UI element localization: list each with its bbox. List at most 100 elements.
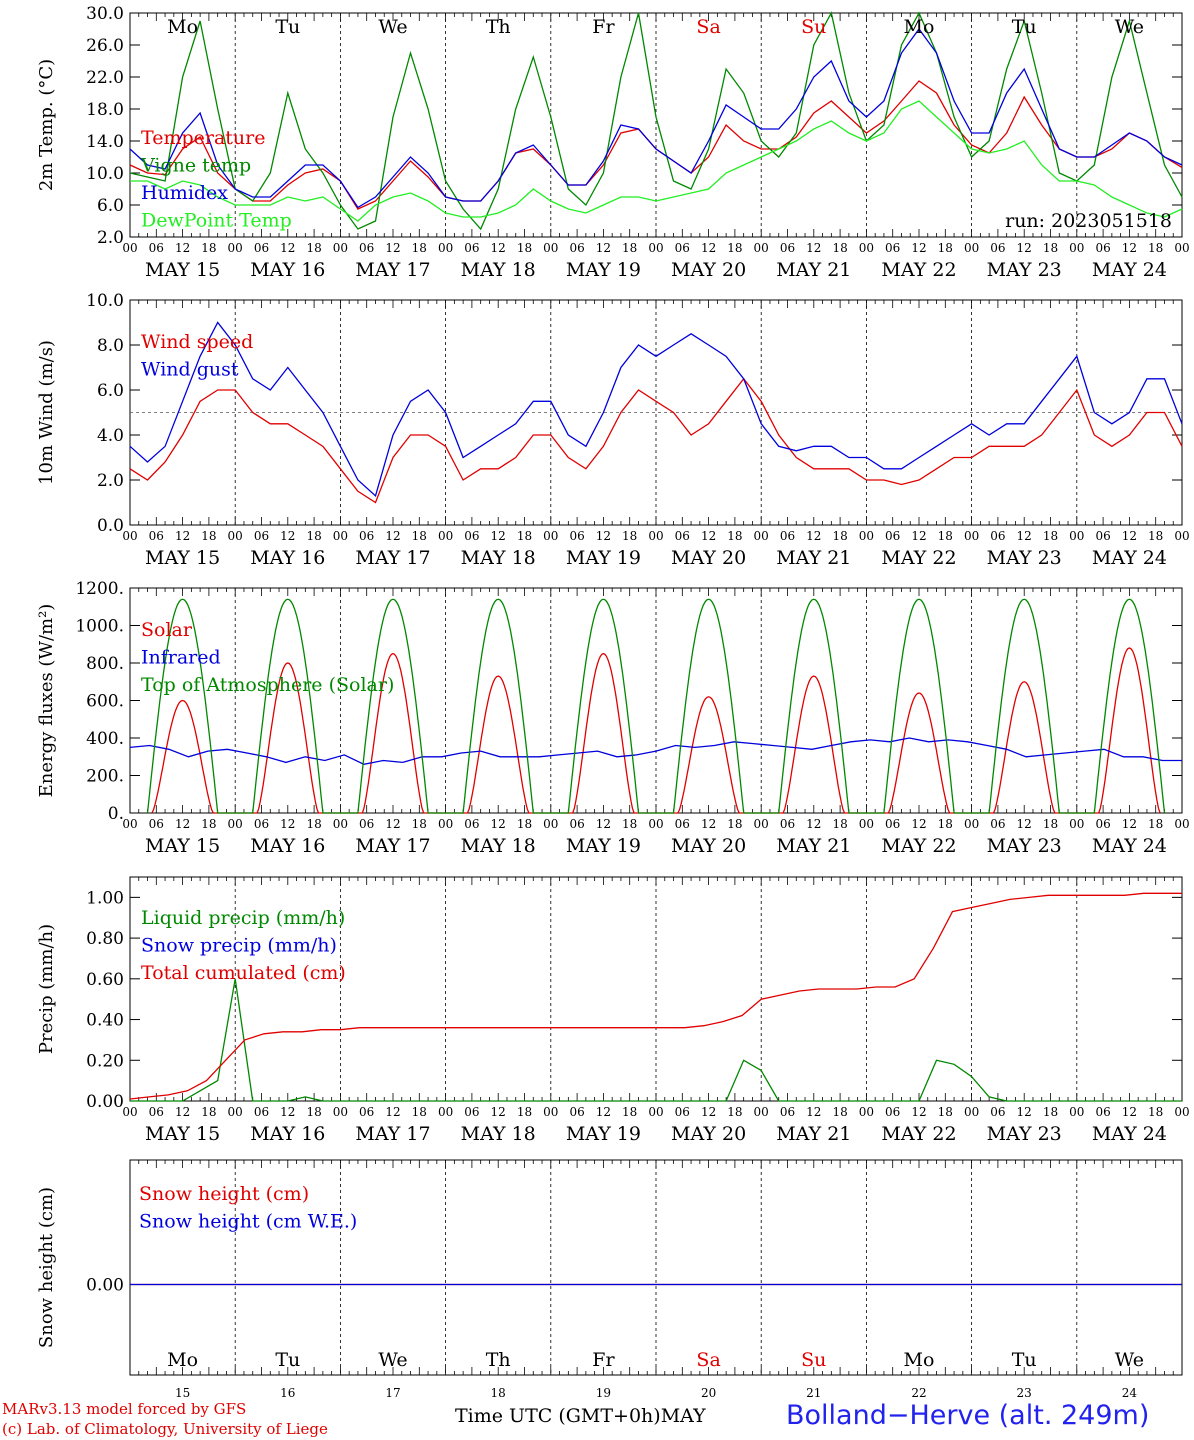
energy-hour-tick-label: 06 <box>464 817 479 831</box>
temperature-series-dewpoint-temp <box>130 100 1183 222</box>
day-number-label: 19 <box>596 1386 611 1400</box>
temperature-legend-entry: DewPoint Temp <box>141 210 292 232</box>
snow-y-axis-label: Snow height (cm) <box>36 1187 57 1348</box>
wind-hour-tick-label: 06 <box>780 529 795 543</box>
wind-hour-tick-label: 06 <box>569 529 584 543</box>
precip-hour-tick-label: 12 <box>806 1105 821 1119</box>
energy-hour-tick-label: 00 <box>122 817 137 831</box>
wind-date-label: MAY 23 <box>987 547 1062 569</box>
energy-date-label: MAY 22 <box>881 835 956 857</box>
wind-hour-tick-label: 00 <box>438 529 453 543</box>
x-axis-title: Time UTC (GMT+0h)MAY <box>455 1405 706 1427</box>
wind-hour-tick-label: 18 <box>1148 529 1163 543</box>
wind-date-label: MAY 22 <box>881 547 956 569</box>
precip-hour-tick-label: 06 <box>149 1105 164 1119</box>
temperature-y-tick-label: 6.0 <box>97 196 124 216</box>
temperature-hour-tick-label: 18 <box>938 241 953 255</box>
wind-hour-tick-label: 00 <box>1069 529 1084 543</box>
wind-hour-tick-label: 12 <box>1122 529 1137 543</box>
wind-y-tick-label: 2.0 <box>97 471 124 491</box>
temperature-hour-tick-label: 12 <box>701 241 716 255</box>
wind-date-label: MAY 16 <box>250 547 325 569</box>
precip-hour-tick-label: 06 <box>675 1105 690 1119</box>
temperature-hour-tick-label: 18 <box>517 241 532 255</box>
precip-date-label: MAY 19 <box>566 1123 641 1145</box>
precip-y-tick-label: 0.40 <box>86 1011 124 1031</box>
temperature-hour-tick-label: 18 <box>727 241 742 255</box>
wind-hour-tick-label: 18 <box>517 529 532 543</box>
snow-legend-entry: Snow height (cm W.E.) <box>139 1211 357 1233</box>
energy-date-label: MAY 15 <box>145 835 220 857</box>
wind-date-label: MAY 24 <box>1092 547 1167 569</box>
day-number-label: 23 <box>1017 1386 1032 1400</box>
day-number-label: 15 <box>175 1386 190 1400</box>
energy-hour-tick-label: 18 <box>201 817 216 831</box>
precip-series-total-cumulated-cm- <box>129 892 1182 1100</box>
wind-hour-tick-label: 06 <box>675 529 690 543</box>
energy-hour-tick-label: 12 <box>280 817 295 831</box>
temperature-date-label: MAY 24 <box>1092 259 1167 281</box>
wind-hour-tick-label: 00 <box>964 529 979 543</box>
energy-hour-tick-label: 00 <box>333 817 348 831</box>
precip-hour-tick-label: 18 <box>412 1105 427 1119</box>
energy-date-label: MAY 21 <box>776 835 851 857</box>
wind-y-tick-label: 0.0 <box>97 516 124 536</box>
footer-credits: MARv3.13 model forced by GFS (c) Lab. of… <box>2 1399 328 1439</box>
energy-hour-tick-label: 00 <box>648 817 663 831</box>
wind-hour-tick-label: 12 <box>491 529 506 543</box>
precip-date-label: MAY 20 <box>671 1123 746 1145</box>
energy-y-tick-label: 1200. <box>75 579 124 599</box>
energy-hour-tick-label: 06 <box>990 817 1005 831</box>
energy-y-tick-label: 400. <box>86 729 124 749</box>
energy-hour-tick-label: 18 <box>938 817 953 831</box>
wind-hour-tick-label: 06 <box>149 529 164 543</box>
temperature-hour-tick-label: 00 <box>438 241 453 255</box>
snow-y-tick-label: 0.00 <box>86 1276 124 1296</box>
precip-series-liquid-precip-mm-h- <box>130 978 1182 1102</box>
temperature-y-axis-label: 2m Temp. (°C) <box>36 59 57 191</box>
energy-hour-tick-label: 06 <box>569 817 584 831</box>
footer-model: MARv3.13 model forced by GFS <box>2 1400 247 1418</box>
precip-date-label: MAY 21 <box>776 1123 851 1145</box>
temperature-legend-entry: Vigne temp <box>140 155 251 177</box>
precip-hour-tick-label: 18 <box>1043 1105 1058 1119</box>
temperature-hour-tick-label: 12 <box>806 241 821 255</box>
energy-hour-tick-label: 12 <box>806 817 821 831</box>
wind-hour-tick-label: 18 <box>622 529 637 543</box>
temperature-hour-tick-label: 00 <box>648 241 663 255</box>
weekday-label-bottom: Su <box>801 1349 826 1371</box>
day-number-label: 24 <box>1122 1386 1138 1400</box>
temperature-hour-tick-label: 00 <box>122 241 137 255</box>
precip-hour-tick-label: 00 <box>964 1105 979 1119</box>
temperature-date-label: MAY 23 <box>987 259 1062 281</box>
wind-date-label: MAY 21 <box>776 547 851 569</box>
weekday-label-bottom: Sa <box>696 1349 720 1371</box>
temperature-hour-tick-label: 18 <box>1148 241 1163 255</box>
temperature-hour-tick-label: 06 <box>149 241 164 255</box>
precip-hour-tick-label: 12 <box>1017 1105 1032 1119</box>
wind-hour-tick-label: 12 <box>701 529 716 543</box>
temperature-hour-tick-label: 12 <box>491 241 506 255</box>
wind-hour-tick-label: 00 <box>122 529 137 543</box>
energy-date-label: MAY 19 <box>566 835 641 857</box>
precip-hour-tick-label: 06 <box>1095 1105 1110 1119</box>
weekday-label-bottom: Tu <box>275 1349 300 1371</box>
temperature-hour-tick-label: 12 <box>1017 241 1032 255</box>
temperature-y-tick-label: 14.0 <box>86 132 124 152</box>
day-number-label: 21 <box>806 1386 821 1400</box>
wind-hour-tick-label: 00 <box>333 529 348 543</box>
weekday-label-bottom: Mo <box>167 1349 198 1371</box>
temperature-frame <box>129 12 1183 238</box>
precip-hour-tick-label: 12 <box>491 1105 506 1119</box>
precip-hour-tick-label: 00 <box>543 1105 558 1119</box>
energy-date-label: MAY 23 <box>987 835 1062 857</box>
temperature-hour-tick-label: 06 <box>885 241 900 255</box>
temperature-run-annotation: run: 2023051518 <box>1005 210 1172 232</box>
temperature-hour-tick-label: 18 <box>201 241 216 255</box>
wind-date-label: MAY 15 <box>145 547 220 569</box>
weekday-label-bottom: We <box>378 1349 407 1371</box>
precip-date-label: MAY 17 <box>355 1123 430 1145</box>
energy-hour-tick-label: 06 <box>780 817 795 831</box>
precip-hour-tick-label: 00 <box>438 1105 453 1119</box>
